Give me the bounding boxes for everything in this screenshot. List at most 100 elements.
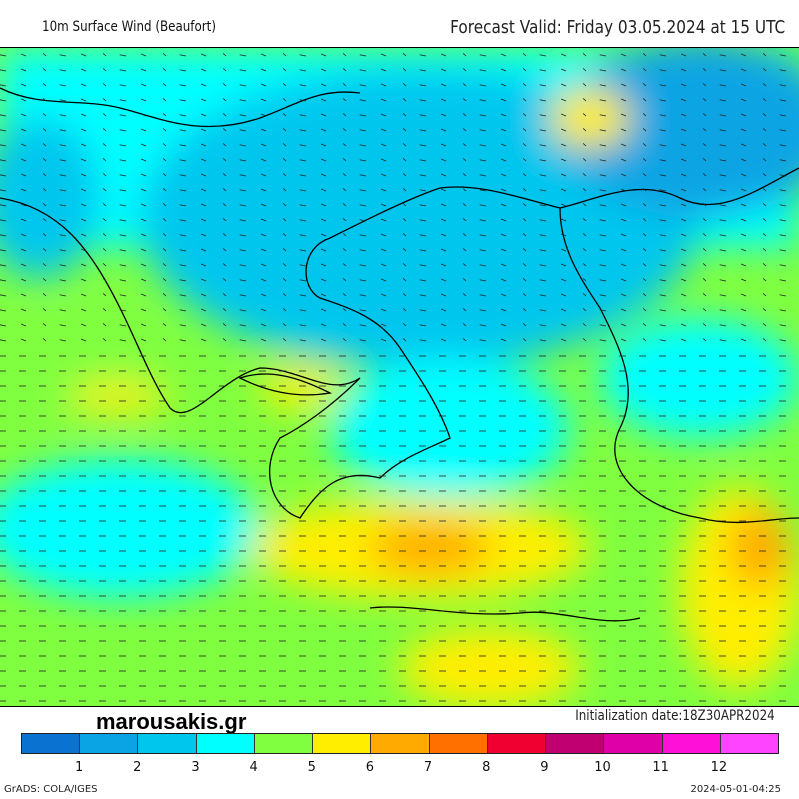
wind-arrow — [762, 83, 767, 87]
wind-arrow — [102, 173, 107, 177]
wind-arrow — [659, 294, 667, 297]
wind-arrow — [599, 294, 607, 297]
colorbar-swatch — [80, 734, 139, 753]
wind-arrow — [599, 339, 607, 342]
wind-arrow — [102, 188, 107, 192]
wind-arrow — [599, 219, 607, 222]
wind-arrow — [582, 233, 587, 237]
coastlines — [0, 87, 799, 622]
wind-arrow — [260, 188, 267, 192]
wind-arrow — [659, 69, 667, 72]
wind-arrow — [500, 68, 507, 72]
wind-arrow — [59, 54, 67, 57]
wind-arrow — [560, 203, 567, 207]
wind-arrow — [102, 113, 107, 117]
wind-arrow — [102, 98, 107, 102]
wind-arrow — [539, 219, 547, 222]
wind-arrow — [162, 248, 167, 252]
wind-arrow — [380, 128, 387, 132]
wind-arrow — [680, 323, 687, 327]
wind-arrow — [740, 308, 747, 312]
wind-arrow — [659, 219, 667, 222]
wind-arrow — [659, 159, 667, 162]
wind-arrow — [119, 54, 127, 57]
wind-arrow — [659, 114, 667, 117]
wind-arrow — [740, 263, 747, 267]
wind-arrow — [680, 248, 687, 252]
wind-arrow — [200, 83, 207, 87]
colorbar-tick-label: 1 — [75, 760, 84, 775]
wind-arrow — [20, 143, 27, 147]
wind-arrow — [299, 294, 307, 297]
wind-arrow — [359, 339, 367, 342]
wind-arrow — [20, 128, 27, 132]
wind-arrow — [740, 173, 747, 177]
wind-arrow — [140, 233, 147, 237]
wind-arrow — [479, 69, 487, 72]
wind-arrow — [239, 174, 247, 177]
wind-arrow — [140, 53, 147, 57]
wind-arrow — [200, 278, 207, 282]
wind-arrow — [42, 143, 47, 147]
wind-arrow — [342, 323, 347, 327]
wind-arrow — [599, 189, 607, 192]
wind-arrow — [320, 278, 327, 282]
wind-arrow — [320, 53, 327, 57]
wind-arrow — [179, 99, 187, 102]
wind-arrow — [500, 218, 507, 222]
wind-arrow — [500, 53, 507, 57]
wind-arrow — [779, 234, 787, 237]
wind-arrow — [80, 233, 87, 237]
wind-arrow — [582, 338, 587, 342]
wind-arrow — [260, 218, 267, 222]
wind-arrow — [342, 338, 347, 342]
wind-arrow — [222, 158, 227, 162]
wind-arrow — [419, 144, 427, 147]
wind-arrow — [179, 309, 187, 312]
wind-arrow — [719, 129, 727, 132]
wind-arrow — [702, 113, 707, 117]
generated-timestamp: 2024-05-01-04:25 — [690, 784, 781, 795]
wind-arrow — [239, 159, 247, 162]
wind-arrow — [462, 203, 467, 207]
wind-arrow — [560, 263, 567, 267]
wind-arrow — [222, 53, 227, 57]
wind-arrow — [642, 308, 647, 312]
wind-arrow — [582, 158, 587, 162]
wind-arrow — [359, 219, 367, 222]
wind-arrow — [762, 128, 767, 132]
wind-arrow — [260, 233, 267, 237]
wind-arrow — [522, 98, 527, 102]
wind-arrow — [200, 338, 207, 342]
wind-arrow — [80, 203, 87, 207]
wind-arrow — [402, 143, 407, 147]
wind-arrow — [260, 83, 267, 87]
wind-arrow — [539, 189, 547, 192]
wind-arrow — [299, 219, 307, 222]
wind-arrow — [500, 278, 507, 282]
wind-arrow — [440, 293, 447, 297]
wind-arrow — [582, 293, 587, 297]
wind-arrow — [179, 174, 187, 177]
wind-arrow — [779, 204, 787, 207]
wind-arrow — [239, 234, 247, 237]
wind-arrow — [440, 218, 447, 222]
wind-arrow — [59, 174, 67, 177]
wind-arrow — [762, 218, 767, 222]
wind-arrow — [102, 233, 107, 237]
wind-arrow — [359, 324, 367, 327]
wind-arrow — [620, 68, 627, 72]
wind-arrow — [222, 98, 227, 102]
wind-arrow — [0, 84, 7, 87]
wind-arrow — [500, 188, 507, 192]
wind-arrow — [380, 173, 387, 177]
wind-arrow — [380, 218, 387, 222]
wind-arrow — [342, 293, 347, 297]
wind-arrow — [342, 188, 347, 192]
wind-arrow — [620, 278, 627, 282]
wind-arrow — [740, 98, 747, 102]
wind-arrow — [140, 308, 147, 312]
wind-arrow — [522, 248, 527, 252]
colorbar-swatch — [487, 734, 547, 753]
wind-arrow — [102, 83, 107, 87]
